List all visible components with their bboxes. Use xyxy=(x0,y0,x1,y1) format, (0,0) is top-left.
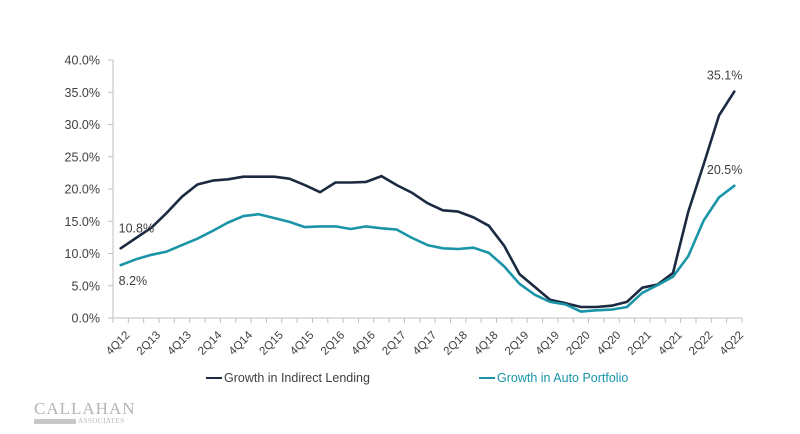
x-tick-label: 4Q13 xyxy=(165,329,193,357)
x-tick-label: 4Q12 xyxy=(104,329,132,357)
x-tick-label: 4Q21 xyxy=(656,329,684,357)
y-tick-label: 5.0% xyxy=(72,279,101,293)
series-layer xyxy=(119,90,736,313)
x-tick-label: 2Q16 xyxy=(319,329,347,357)
annotation-layer: 10.8% 8.2% 35.1% 20.5% xyxy=(119,69,743,289)
x-tick-label: 4Q16 xyxy=(350,329,378,357)
y-tick-label: 25.0% xyxy=(65,150,100,164)
x-tick-label: 4Q15 xyxy=(288,329,316,357)
y-tick-label: 40.0% xyxy=(65,54,100,68)
data-label: 35.1% xyxy=(707,69,742,83)
x-tick-label: 2Q17 xyxy=(380,329,408,357)
logo-bar xyxy=(34,418,76,424)
x-tick-label: 2Q15 xyxy=(258,329,286,357)
y-tick-label: 35.0% xyxy=(65,86,100,100)
x-tick-label: 2Q18 xyxy=(442,329,470,357)
x-tick-label: 4Q14 xyxy=(227,329,256,358)
logo-sub-text: ASSOCIATES xyxy=(78,417,125,425)
x-tick-label: 2Q19 xyxy=(503,329,531,357)
data-label: 20.5% xyxy=(707,163,742,177)
x-tick-label: 2Q22 xyxy=(687,329,715,357)
legend-label-indirect-lending: Growth in Indirect Lending xyxy=(224,371,370,385)
logo-subline: ASSOCIATES xyxy=(34,417,124,425)
x-tick-label: 4Q22 xyxy=(718,329,746,357)
x-tick-label: 2Q14 xyxy=(196,329,225,358)
series-line-indirect-lending xyxy=(119,90,736,309)
legend-item-indirect-lending[interactable]: Growth in Indirect Lending xyxy=(206,371,370,385)
line-chart: 0.0% 5.0% 10.0% 15.0% 20.0% 25.0% 30.0% 35.0% 40… xyxy=(65,54,747,358)
legend-swatch-auto-portfolio xyxy=(479,376,495,380)
x-tick-label: 4Q20 xyxy=(595,329,623,357)
x-tick-label: 4Q17 xyxy=(411,329,439,357)
legend-item-auto-portfolio[interactable]: Growth in Auto Portfolio xyxy=(479,371,628,385)
x-tick-label: 2Q13 xyxy=(135,329,163,357)
y-axis: 0.0% 5.0% 10.0% 15.0% 20.0% 25.0% 30.0% 35.0% 40… xyxy=(65,54,114,326)
y-tick-label: 10.0% xyxy=(65,247,100,261)
x-tick-label: 2Q21 xyxy=(626,329,654,357)
x-tick-label: 2Q20 xyxy=(564,329,592,357)
callahan-logo: CALLAHAN ASSOCIATES xyxy=(34,399,136,425)
y-tick-label: 20.0% xyxy=(65,183,100,197)
legend-swatch-indirect-lending xyxy=(206,376,222,380)
legend-label-auto-portfolio: Growth in Auto Portfolio xyxy=(497,371,629,385)
y-tick-label: 0.0% xyxy=(72,312,101,326)
logo-wordmark: CALLAHAN xyxy=(34,399,136,418)
data-label: 8.2% xyxy=(119,274,148,288)
series-line-auto-portfolio xyxy=(119,184,736,313)
y-tick-label: 30.0% xyxy=(65,118,100,132)
x-tick-label: 4Q19 xyxy=(534,329,562,357)
y-tick-label: 15.0% xyxy=(65,215,100,229)
x-axis: 4Q12 2Q13 4Q13 2Q14 4Q14 2Q15 4Q15 2Q16 4Q16 2Q17… xyxy=(104,317,746,358)
x-tick-label: 4Q18 xyxy=(472,329,500,357)
data-label: 10.8% xyxy=(119,221,154,235)
legend: Growth in Indirect Lending Growth in Aut… xyxy=(0,371,800,391)
